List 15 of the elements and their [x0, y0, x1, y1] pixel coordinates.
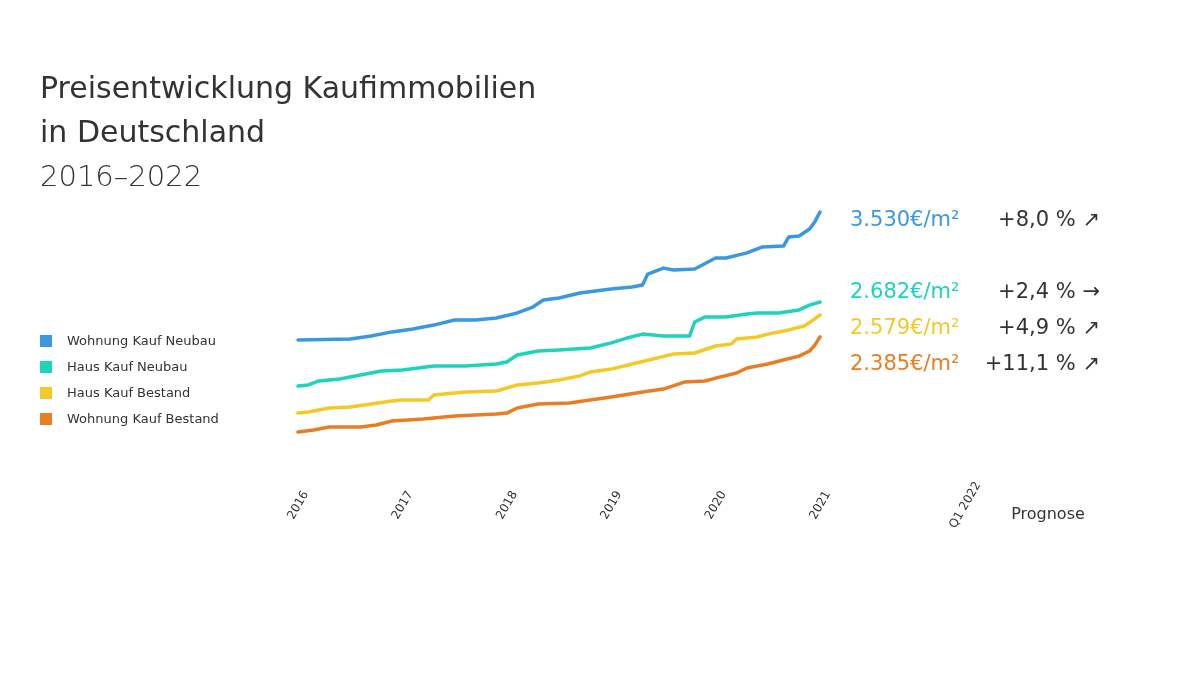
chart-title: Preisentwicklung Kaufimmobilien in Deutschland — [40, 70, 537, 149]
text: +11,1 % ↗ — [984, 351, 1100, 375]
chart-subtitle: 2016–2022 — [40, 159, 203, 193]
legend-label: Haus Kauf Neubau — [67, 358, 188, 374]
text: +2,4 % → — [998, 279, 1100, 303]
text: 3.530€/m² — [850, 207, 960, 231]
text: +4,9 % ↗ — [998, 315, 1100, 339]
text: 2.385€/m² — [850, 351, 960, 375]
text: 2.682€/m² — [850, 279, 960, 303]
text: +8,0 % ↗ — [998, 207, 1100, 231]
text: Prognose — [1011, 504, 1085, 523]
text: 2.579€/m² — [850, 315, 960, 339]
legend-label: Wohnung Kauf Bestand — [67, 410, 219, 426]
legend-label: Wohnung Kauf Neubau — [67, 332, 217, 348]
legend-label: Haus Kauf Bestand — [67, 384, 191, 400]
